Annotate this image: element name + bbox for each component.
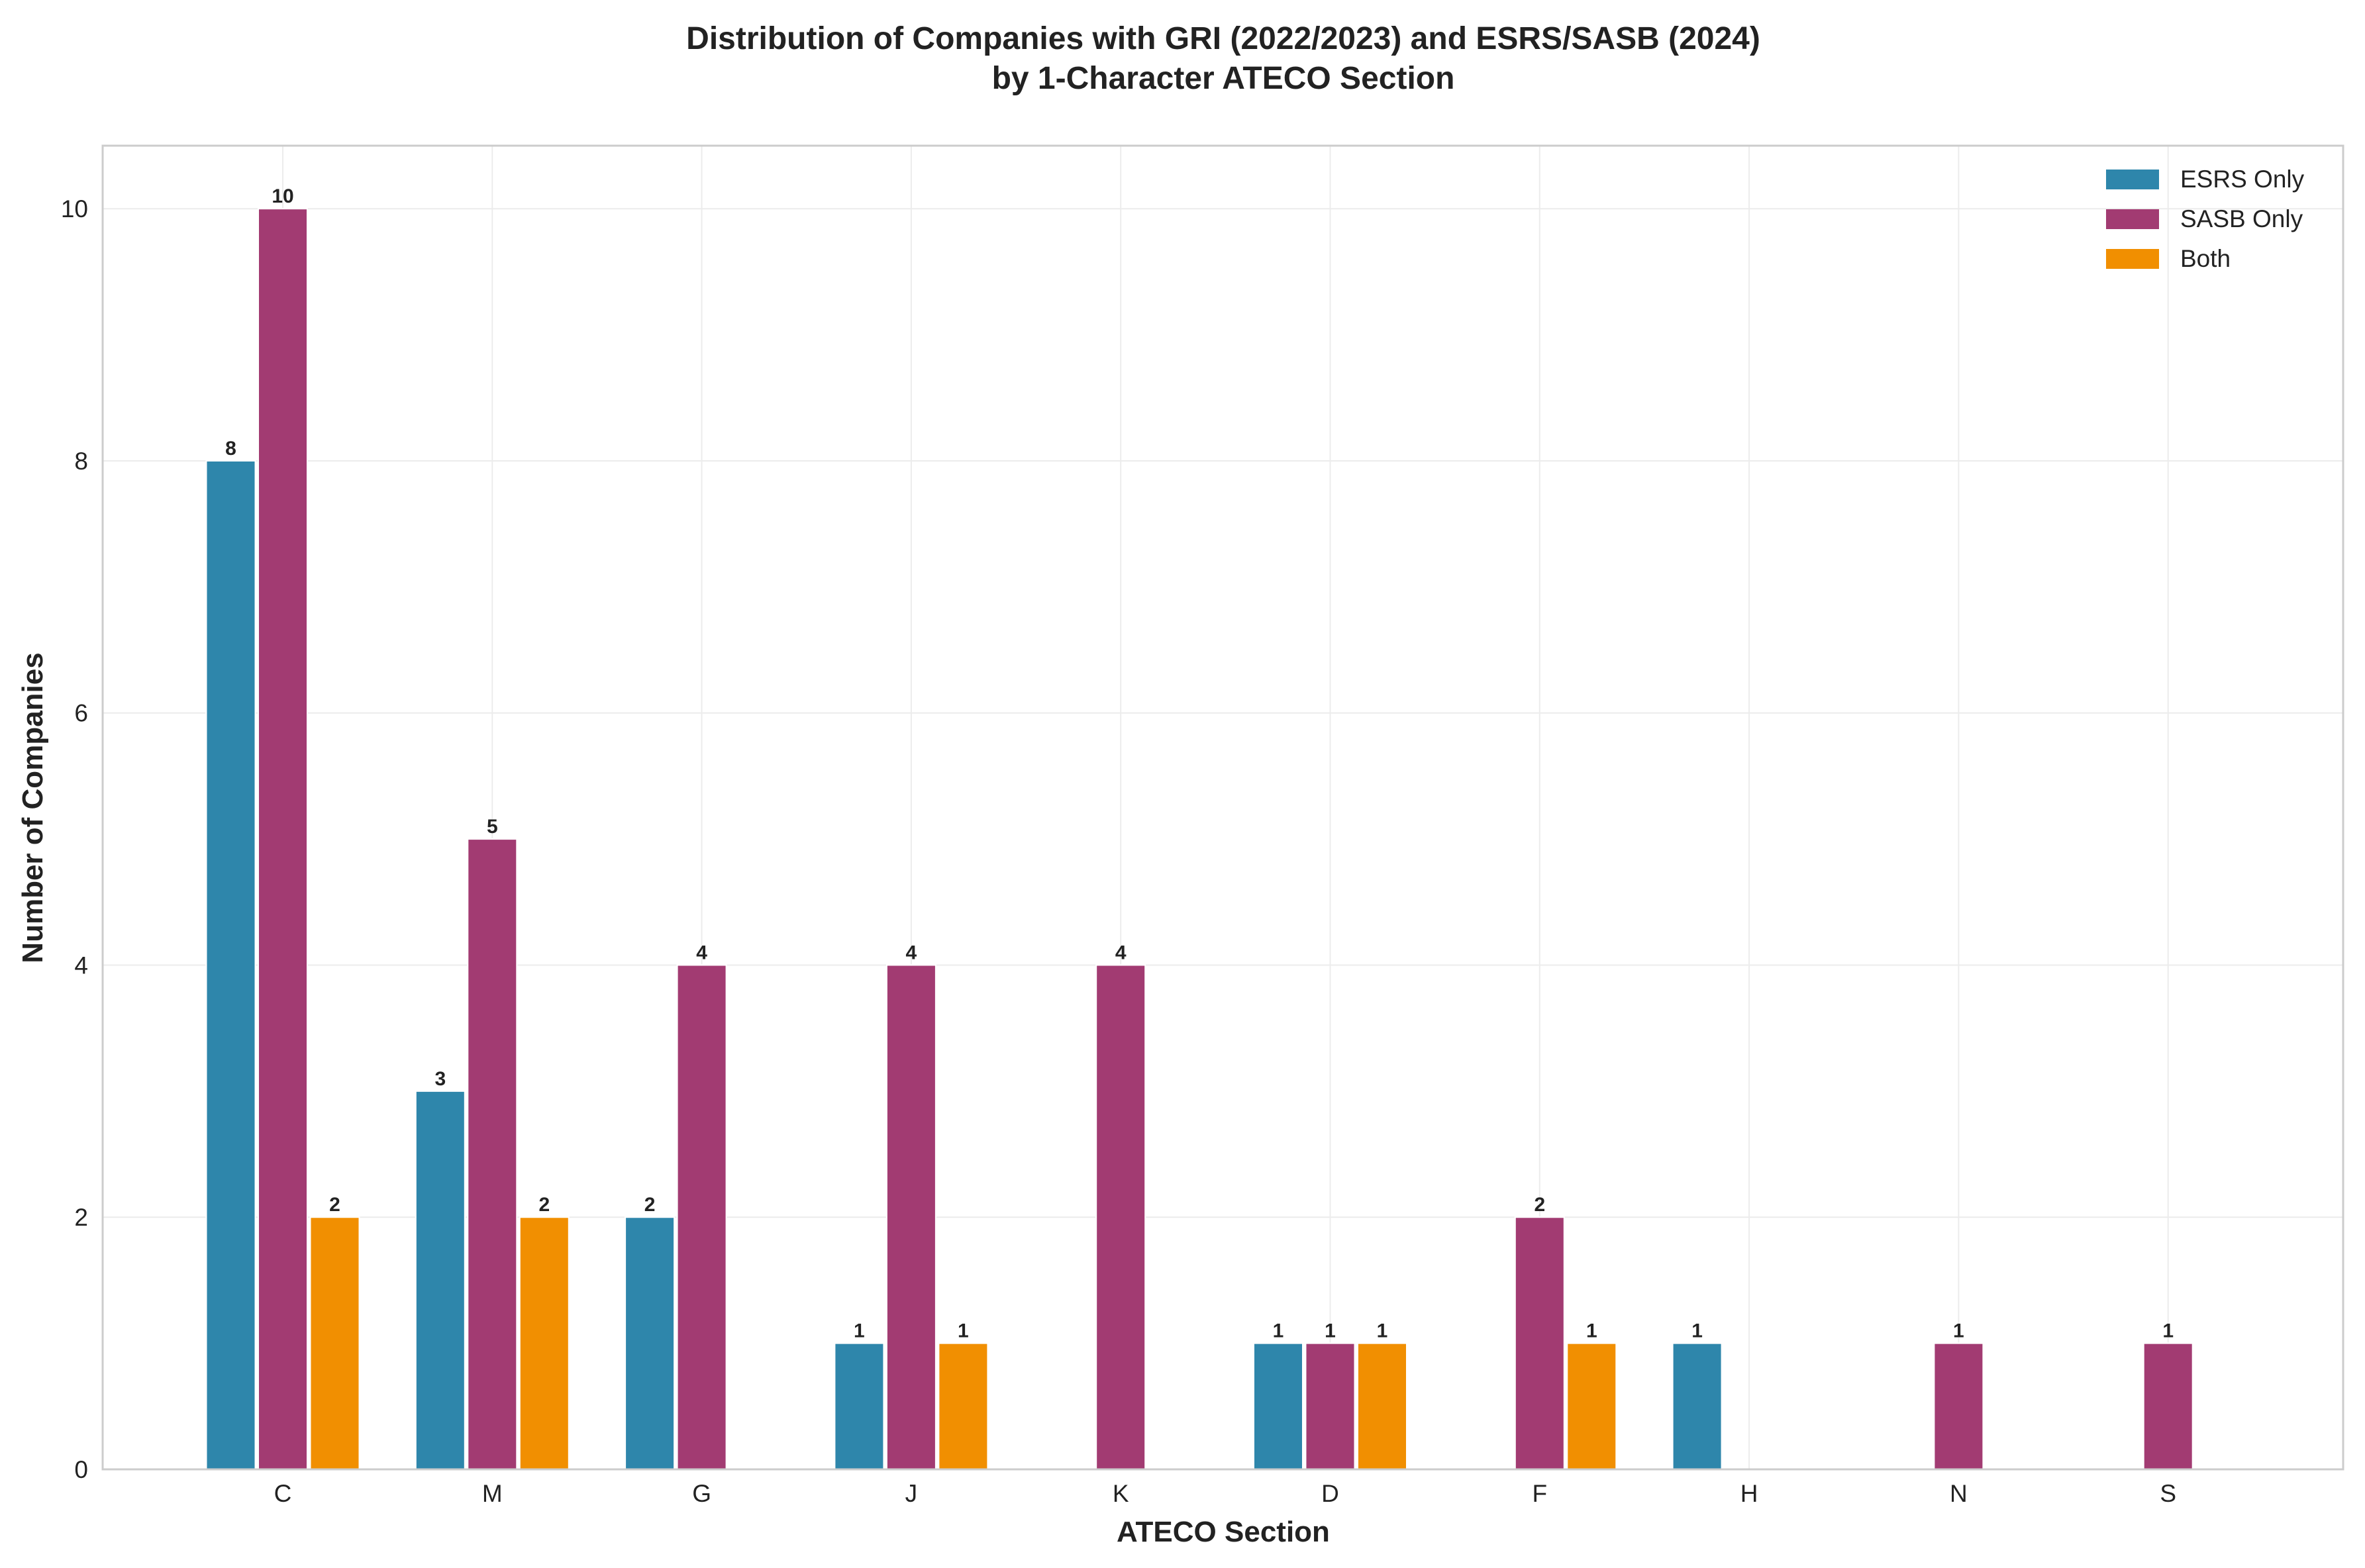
- bar-value-label: 1: [1325, 1320, 1336, 1342]
- legend-label: SASB Only: [2180, 205, 2303, 232]
- bar: [467, 838, 518, 1470]
- y-axis-ticks: 0 2 4 6 8 10: [61, 195, 88, 1483]
- bar-value-label: 5: [487, 816, 498, 838]
- bar-value-label: 2: [644, 1194, 656, 1216]
- x-tick-label: K: [1113, 1480, 1129, 1507]
- bar: [1672, 1342, 1723, 1470]
- x-tick-label: D: [1321, 1480, 1339, 1507]
- legend-swatch: [2106, 209, 2159, 229]
- y-tick-label: 4: [74, 952, 88, 979]
- plot-frame: [101, 144, 2344, 1471]
- bar: [625, 1216, 676, 1470]
- bar: [1305, 1342, 1356, 1470]
- bar: [309, 1216, 360, 1470]
- bar: [1253, 1342, 1303, 1470]
- x-tick-label: N: [1950, 1480, 1968, 1507]
- y-tick-label: 10: [61, 195, 88, 222]
- y-tick-label: 0: [74, 1456, 88, 1483]
- legend-entry: Both: [2106, 245, 2231, 272]
- legend-entry: ESRS Only: [2106, 166, 2305, 193]
- bar: [415, 1090, 466, 1471]
- bar: [885, 964, 936, 1470]
- bar-value-labels: 8 3 2 1 1 1 10 5 4 4 4 1 2 1 1 2 2 1 1 1: [225, 185, 2174, 1342]
- x-tick-label: M: [482, 1480, 503, 1507]
- bar: [938, 1342, 989, 1470]
- legend-label: Both: [2180, 245, 2231, 272]
- bar-value-label: 1: [2162, 1320, 2174, 1342]
- chart-title-line-2: by 1-Character ATECO Section: [992, 61, 1455, 96]
- x-tick-label: F: [1532, 1480, 1547, 1507]
- bar: [1933, 1342, 1984, 1470]
- bar-value-label: 1: [1691, 1320, 1703, 1342]
- legend-entry: SASB Only: [2106, 205, 2303, 232]
- bar: [258, 208, 308, 1471]
- bar-value-label: 2: [538, 1194, 550, 1216]
- bar-value-label: 10: [272, 185, 293, 207]
- bar-value-label: 4: [1115, 942, 1127, 963]
- bar: [1357, 1342, 1407, 1470]
- legend-swatch: [2106, 170, 2159, 189]
- chart-title-line-1: Distribution of Companies with GRI (2022…: [686, 21, 1760, 56]
- bar: [676, 964, 727, 1470]
- bar: [1514, 1216, 1565, 1470]
- bar-value-label: 1: [1377, 1320, 1388, 1342]
- x-tick-label: J: [905, 1480, 918, 1507]
- y-tick-label: 8: [74, 448, 88, 475]
- bar-value-label: 4: [696, 942, 707, 963]
- bar-value-label: 8: [225, 438, 236, 460]
- bar-value-label: 2: [1534, 1194, 1545, 1216]
- bar: [834, 1342, 885, 1470]
- y-tick-label: 2: [74, 1204, 88, 1231]
- x-tick-label: G: [692, 1480, 711, 1507]
- bar-value-label: 1: [854, 1320, 865, 1342]
- bar-value-label: 1: [1953, 1320, 1964, 1342]
- bar: [519, 1216, 570, 1470]
- bar: [205, 460, 256, 1470]
- bar: [1566, 1342, 1617, 1470]
- bar-value-label: 1: [1586, 1320, 1597, 1342]
- x-tick-label: C: [274, 1480, 292, 1507]
- legend-swatch: [2106, 249, 2159, 269]
- bar-value-label: 3: [434, 1068, 446, 1090]
- legend: ESRS Only SASB Only Both: [2106, 166, 2305, 272]
- bar: [1095, 964, 1146, 1470]
- bar-value-label: 1: [958, 1320, 969, 1342]
- legend-label: ESRS Only: [2180, 166, 2305, 193]
- y-tick-label: 6: [74, 700, 88, 727]
- y-axis-label: Number of Companies: [17, 652, 49, 963]
- bar-value-label: 1: [1273, 1320, 1284, 1342]
- x-tick-label: H: [1740, 1480, 1758, 1507]
- bar-value-label: 4: [906, 942, 917, 963]
- x-axis-label: ATECO Section: [1117, 1516, 1330, 1548]
- bar-value-label: 2: [329, 1194, 340, 1216]
- bars-group: [205, 208, 2193, 1471]
- x-tick-label: S: [2160, 1480, 2176, 1507]
- bar: [2142, 1342, 2193, 1470]
